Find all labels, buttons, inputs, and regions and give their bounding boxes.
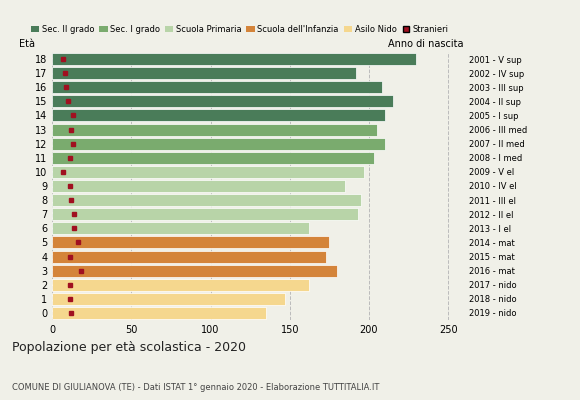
Bar <box>52 265 338 277</box>
Bar <box>52 67 356 79</box>
Bar <box>52 53 416 65</box>
Bar <box>52 124 377 136</box>
Text: Anno di nascita: Anno di nascita <box>389 39 464 49</box>
Text: Età: Età <box>19 39 35 49</box>
Bar <box>52 236 329 248</box>
Bar <box>52 250 326 262</box>
Text: Popolazione per età scolastica - 2020: Popolazione per età scolastica - 2020 <box>12 341 245 354</box>
Legend: Sec. II grado, Sec. I grado, Scuola Primaria, Scuola dell'Infanzia, Asilo Nido, : Sec. II grado, Sec. I grado, Scuola Prim… <box>27 21 452 37</box>
Bar <box>52 194 361 206</box>
Bar <box>52 222 309 234</box>
Bar <box>52 307 266 319</box>
Bar <box>52 279 309 291</box>
Bar <box>52 110 385 122</box>
Bar <box>52 138 385 150</box>
Bar <box>52 208 358 220</box>
Bar <box>52 180 345 192</box>
Bar <box>52 81 382 93</box>
Bar <box>52 152 374 164</box>
Text: COMUNE DI GIULIANOVA (TE) - Dati ISTAT 1° gennaio 2020 - Elaborazione TUTTITALIA: COMUNE DI GIULIANOVA (TE) - Dati ISTAT 1… <box>12 383 379 392</box>
Bar <box>52 166 364 178</box>
Bar <box>52 293 285 305</box>
Bar <box>52 95 393 107</box>
